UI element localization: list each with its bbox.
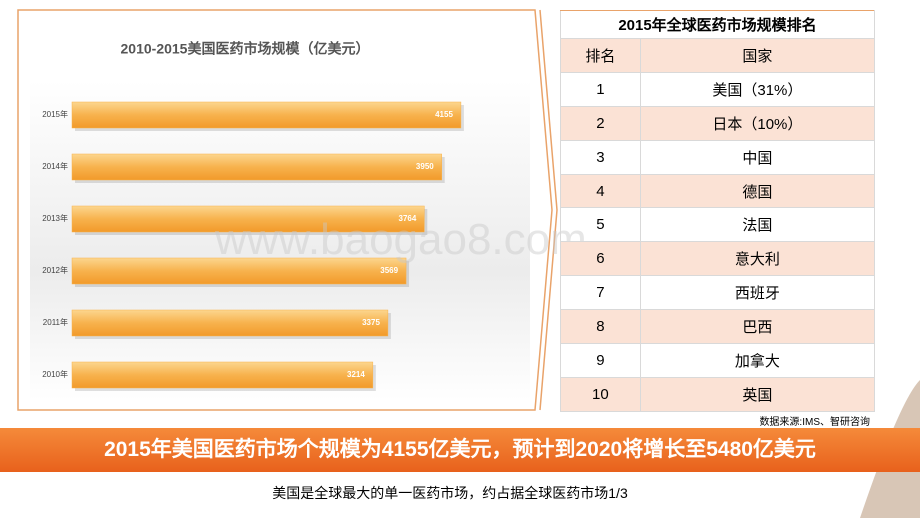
table-cell: 美国（31%） — [639, 71, 876, 107]
bar — [71, 205, 425, 233]
table-cell: 法国 — [639, 207, 876, 243]
table-cell: 中国 — [639, 139, 876, 175]
table-cell: 德国 — [639, 173, 876, 209]
caption: 美国是全球最大的单一医药市场，约占据全球医药市场1/3 — [272, 485, 628, 501]
table-row: 2 日本（10%） — [560, 105, 876, 141]
table-row: 6 意大利 — [560, 241, 876, 277]
value-label: 3764 — [399, 214, 417, 223]
chart-title: 2010-2015美国医药市场规模（亿美元） — [121, 41, 370, 57]
y-tick-label: 2011年 — [43, 317, 68, 327]
bar — [71, 309, 389, 337]
table-cell: 7 — [560, 275, 641, 311]
table-cell: 西班牙 — [639, 275, 876, 311]
table-row: 9 加拿大 — [560, 343, 876, 378]
table-row: 7 西班牙 — [560, 275, 876, 311]
header-cell: 排名 — [560, 38, 641, 73]
table-cell: 6 — [560, 241, 641, 277]
header-row: 排名 国家 — [560, 38, 876, 73]
watermark: www.baogao8.com — [215, 215, 587, 264]
table-cell: 4 — [560, 173, 641, 209]
y-tick-label: 2015年 — [42, 109, 68, 119]
y-tick-label: 2012年 — [42, 265, 68, 275]
y-tick-label: 2010年 — [42, 369, 68, 379]
table-row: 1 美国（31%） — [560, 71, 876, 107]
table-row: 5 法国 — [560, 207, 876, 243]
table-cell: 日本（10%） — [639, 105, 876, 141]
header-cell: 国家 — [639, 38, 876, 73]
value-label: 3214 — [347, 370, 365, 379]
value-label: 3569 — [380, 266, 398, 275]
plot-background — [30, 80, 530, 400]
bar — [71, 101, 462, 129]
table-cell: 英国 — [639, 376, 876, 412]
table-cell: 1 — [560, 71, 641, 107]
bar — [71, 361, 374, 389]
y-tick-label: 2014年 — [42, 161, 68, 171]
table-cell: 9 — [560, 343, 641, 378]
table-title: 2015年全球医药市场规模排名 — [560, 10, 875, 39]
banner: 2015年美国医药市场个规模为4155亿美元，预计到2020将增长至5480亿美… — [0, 428, 920, 472]
table-cell: 2 — [560, 105, 641, 141]
table-cell: 8 — [560, 309, 641, 345]
table-row: 4 德国 — [560, 173, 876, 209]
chart-frame — [17, 9, 553, 411]
table-row: 8 巴西 — [560, 309, 876, 345]
table-cell: 巴西 — [639, 309, 876, 345]
table-title-row: 2015年全球医药市场规模排名 — [560, 10, 875, 39]
ranking-table: 2015年全球医药市场规模排名 排名 国家 1 美国（31%） 2 日本（10%） 3 中国 4 德… — [560, 10, 876, 412]
table-cell: 加拿大 — [639, 343, 876, 378]
table-cell: 3 — [560, 139, 641, 175]
arrow — [539, 9, 558, 411]
bar — [71, 153, 442, 181]
table-row: 3 中国 — [560, 139, 876, 175]
source: 数据来源:IMS、智研咨询 — [759, 417, 870, 428]
table-cell: 意大利 — [639, 241, 876, 277]
table-row: 10 英国 — [560, 376, 876, 412]
value-label: 3950 — [416, 162, 434, 171]
y-tick-label: 2013年 — [42, 213, 68, 223]
value-label: 4155 — [435, 110, 453, 119]
table-cell: 10 — [560, 376, 641, 412]
value-label: 3375 — [362, 318, 380, 327]
bar — [71, 257, 407, 285]
table-cell: 5 — [560, 207, 641, 243]
